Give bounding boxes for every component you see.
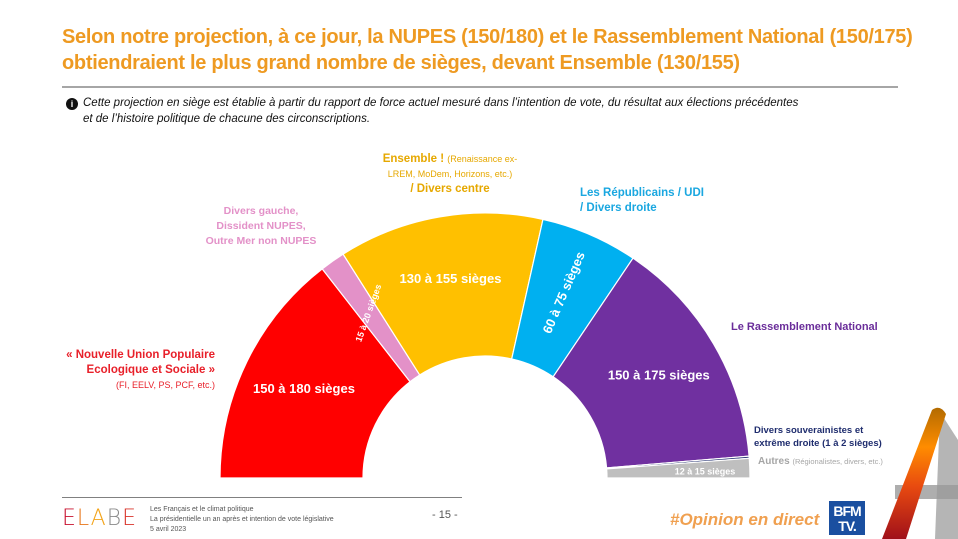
legend-republicains: Les Républicains / UDI / Divers droite (580, 186, 750, 216)
segment-label-6: 12 à 15 sièges (675, 466, 736, 476)
title-divider (62, 86, 898, 88)
info-icon: i (66, 98, 78, 110)
legend-autres-detail: (Régionalistes, divers, etc.) (792, 457, 883, 466)
legend-dsv-line1: Divers souverainistes et (754, 425, 864, 436)
footer-divider (62, 497, 462, 498)
legend-ens-line1: Ensemble ! (382, 153, 445, 165)
methodology-note: i Cette projection en siège est établie à… (66, 95, 916, 127)
note-line-2: et de l’histoire politique de chacune de… (83, 113, 371, 125)
legend-dsv-line2: extrême droite (1 à 2 sièges) (754, 438, 882, 449)
legend-lr-line1: Les Républicains / UDI (580, 187, 704, 199)
legend-nupes-detail: (FI, EELV, PS, PCF, etc.) (115, 380, 215, 390)
logo-letter: E (122, 506, 138, 531)
segment-4 (552, 257, 750, 469)
page-number: - 15 - (432, 509, 458, 521)
segment-6 (606, 457, 751, 479)
logo-letter: A (90, 506, 107, 531)
legend-nupes-line1: « Nouvelle Union Populaire (66, 349, 215, 361)
legend-dvg-line3: Outre Mer non NUPES (205, 235, 317, 247)
legend-dvg-line2: Dissident NUPES, (216, 220, 306, 232)
legend-autres: Autres (Régionalistes, divers, etc.) (758, 454, 958, 469)
logo-letter: E (62, 506, 77, 531)
segment-2 (342, 212, 544, 376)
legend-rn: Le Rassemblement National (731, 320, 931, 335)
bfmtv-logo: BFM TV. (828, 500, 866, 536)
legend-ens-line3: / Divers centre (410, 183, 490, 195)
note-line-1: Cette projection en siège est établie à … (83, 97, 799, 109)
legend-dvg-line1: Divers gauche, (223, 205, 299, 217)
bfm-line2: TV. (838, 518, 857, 534)
logo-letter: B (106, 506, 123, 531)
legend-autres-line1: Autres (758, 456, 790, 467)
footer-meta: Les Français et le climat politique La p… (150, 505, 334, 535)
elabe-logo: ELABE (62, 506, 137, 531)
title-line-1: Selon notre projection, à ce jour, la NU… (62, 26, 913, 48)
legend-divers-souverainistes: Divers souverainistes et extrême droite … (754, 424, 954, 450)
hemicycle-segments (219, 212, 751, 479)
legend-ens-line2: LREM, MoDem, Horizons, etc.) (387, 169, 513, 179)
slide-title: Selon notre projection, à ce jour, la NU… (62, 24, 922, 76)
segment-label-4: 150 à 175 sièges (608, 367, 710, 382)
legend-divers-gauche: Divers gauche, Dissident NUPES, Outre Me… (196, 204, 326, 249)
footer-date: 5 avril 2023 (150, 526, 187, 533)
footer-study-subtitle: La présidentielle un an après et intenti… (150, 516, 334, 523)
segment-label-2: 130 à 155 sièges (400, 271, 502, 286)
brand-a-logo (882, 407, 958, 539)
hashtag-opinion: #Opinion en direct (670, 510, 820, 529)
footer-study-title: Les Français et le climat politique (150, 506, 254, 513)
legend-rn-line1: Le Rassemblement National (731, 321, 878, 333)
legend-ensemble: Ensemble ! (Renaissance ex- LREM, MoDem,… (360, 152, 540, 197)
logo-letter: L (76, 506, 91, 531)
segment-label-0: 150 à 180 sièges (253, 381, 355, 396)
legend-nupes: « Nouvelle Union Populaire Ecologique et… (40, 348, 215, 393)
title-line-2: obtiendraient le plus grand nombre de si… (62, 52, 740, 74)
bfm-line1: BFM (833, 503, 861, 519)
legend-lr-line2: / Divers droite (580, 202, 657, 214)
legend-ens-sub: (Renaissance ex- (447, 154, 518, 164)
legend-nupes-line2: Ecologique et Sociale » (86, 364, 215, 376)
